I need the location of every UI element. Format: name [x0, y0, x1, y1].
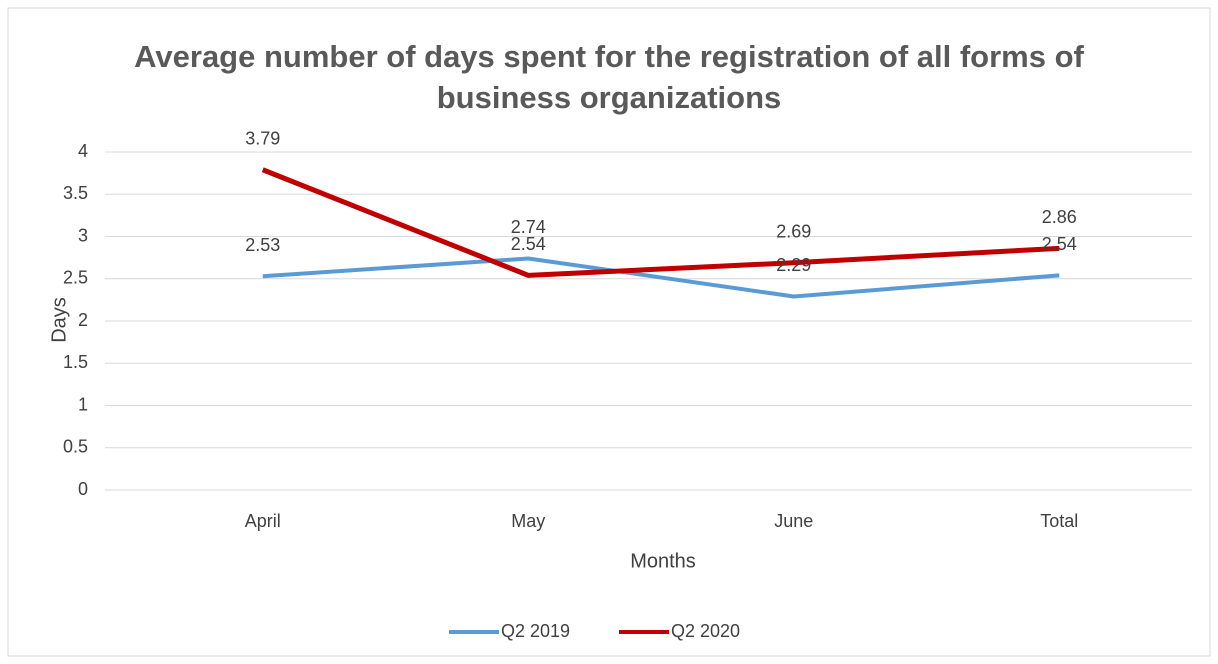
data-label: 2.29 — [776, 255, 811, 275]
y-tick-label: 0.5 — [63, 437, 88, 457]
x-tick-label: April — [245, 511, 281, 531]
chart-title: Average number of days spent for the reg… — [134, 39, 1084, 115]
y-tick-label: 3.5 — [63, 183, 88, 203]
data-label: 2.74 — [511, 217, 546, 237]
y-tick-label: 4 — [78, 141, 88, 161]
y-axis-title: Days — [48, 297, 70, 343]
data-label: 2.86 — [1042, 207, 1077, 227]
x-tick-label: Total — [1040, 511, 1078, 531]
data-line — [261, 167, 1060, 278]
y-tick-label: 2.5 — [63, 268, 88, 288]
legend-label: Q2 2019 — [501, 621, 570, 641]
data-label: 2.54 — [511, 234, 546, 254]
legend-label: Q2 2020 — [671, 621, 740, 641]
x-tick-label: June — [774, 511, 813, 531]
data-line — [262, 256, 1060, 299]
x-axis-title: Months — [630, 550, 696, 572]
y-tick-label: 0 — [78, 479, 88, 499]
y-tick-label: 3 — [78, 225, 88, 245]
y-tick-label: 1.5 — [63, 352, 88, 372]
data-label: 2.54 — [1042, 234, 1077, 254]
y-tick-label: 2 — [78, 310, 88, 330]
x-tick-label: May — [511, 511, 545, 531]
data-label: 3.79 — [245, 128, 280, 148]
y-tick-label: 1 — [78, 394, 88, 414]
data-label: 2.53 — [245, 235, 280, 255]
data-label: 2.69 — [776, 221, 811, 241]
chart-frame — [7, 7, 1211, 657]
